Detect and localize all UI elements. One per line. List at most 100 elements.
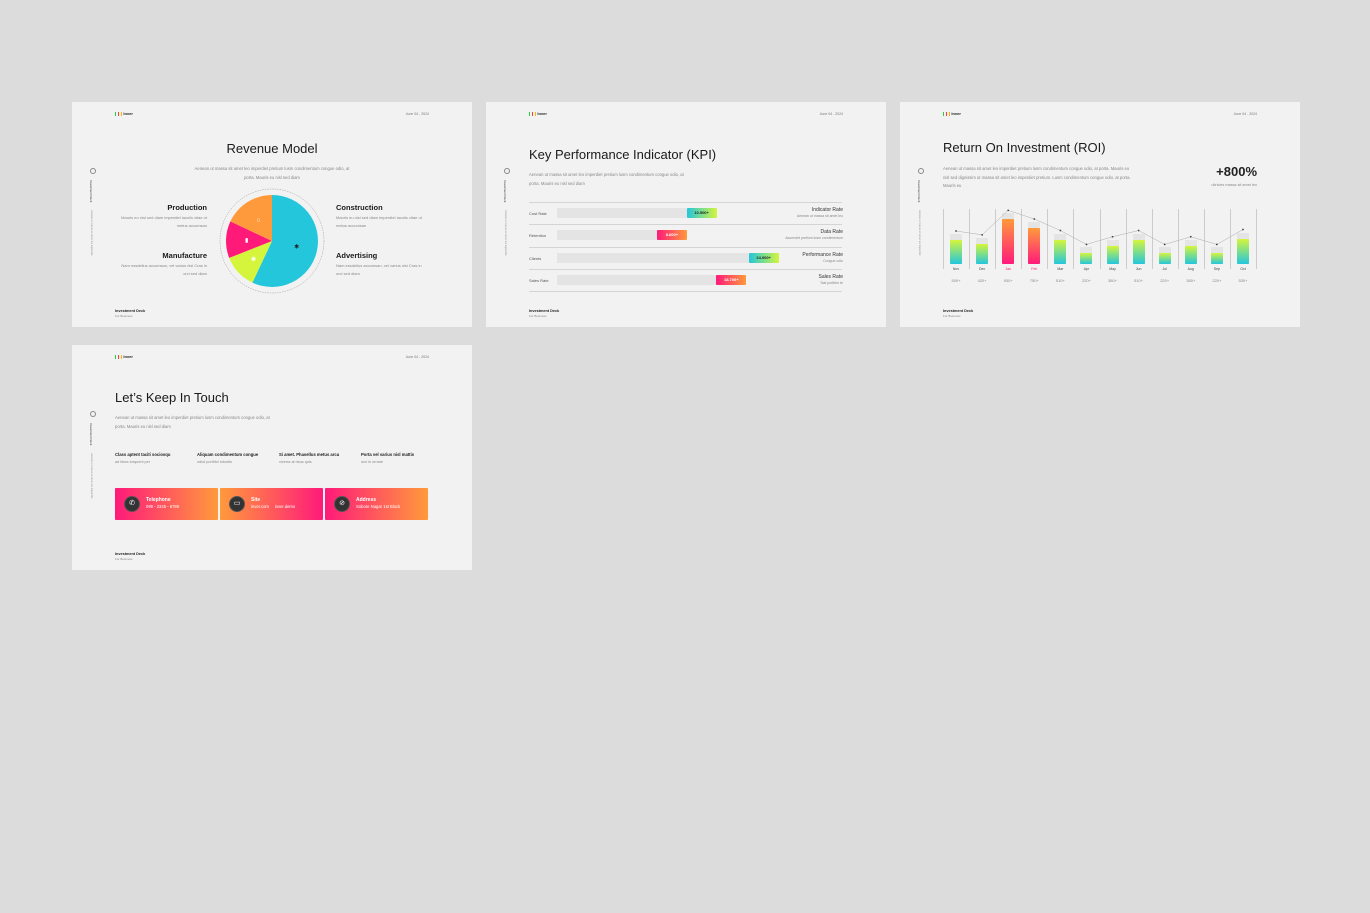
value-label: 530+	[1238, 278, 1248, 283]
info-title: Aliquam condimentum congue	[197, 452, 259, 457]
trend-point	[1085, 243, 1088, 246]
bar-dec	[976, 243, 989, 264]
chart-gridline	[995, 209, 996, 269]
chart-gridline	[1203, 209, 1205, 269]
value-label: 220+	[1160, 278, 1170, 283]
value-label: 380+	[1108, 278, 1118, 283]
card-title: Address	[356, 497, 377, 503]
chart-gridline	[1099, 209, 1101, 269]
logo-mark	[115, 111, 117, 116]
card-text: Sobore Nagar 1st Block	[356, 504, 401, 509]
info-text: ad litora torquent per	[115, 460, 151, 464]
value-label: 220+	[1081, 278, 1091, 283]
kpi-value-badge: 10.500+	[686, 208, 717, 218]
trend-point	[1215, 243, 1218, 246]
pie-slice-manufacture[interactable]	[229, 241, 272, 283]
value-label: 510+	[1134, 278, 1144, 283]
bar-feb	[1028, 228, 1041, 264]
logo-mark	[120, 354, 122, 359]
footer-title: Investment Deck	[529, 309, 560, 313]
bar-apr	[1080, 253, 1093, 264]
trend-point	[1111, 235, 1114, 238]
item-text: Mauris eu nisl sed diam imperdiet iaculi…	[121, 215, 207, 228]
month-label: Feb	[1031, 267, 1038, 271]
value-label: 930+	[1003, 278, 1013, 283]
contact-card-telephone[interactable]: ✆ Telephone 099 - 2345 - 6789	[115, 488, 218, 520]
pie-slice-production[interactable]	[230, 195, 272, 241]
slide-keep-in-touch[interactable]: Inver June 04 - 2024 Investment Deck Aenean…	[72, 345, 472, 570]
info-column: Si amet. Phasellus metus arcu viverra at …	[279, 452, 339, 464]
kpi-label: Clients	[529, 255, 542, 261]
logo-mark	[531, 111, 533, 116]
month-label: Sep	[1213, 267, 1220, 271]
logo-mark	[945, 111, 947, 116]
logo-mark	[943, 111, 945, 116]
date-label: June 04 - 2024	[819, 112, 843, 116]
month-label: Nov	[952, 267, 960, 271]
logo-mark	[117, 111, 119, 116]
kpi-desc: Tasl porttitor te	[820, 280, 843, 285]
trend-point	[1007, 209, 1010, 212]
menu-circle-icon	[918, 168, 924, 174]
slide-subtitle: Aenean ut massa sit amet leo imperdiet p…	[115, 415, 270, 429]
kpi-description: Sales Rate Tasl porttitor te	[819, 274, 843, 285]
value-label: 380+	[1186, 278, 1196, 283]
item-text: Nam essdellus accumsan, vel varius nisi …	[336, 263, 422, 276]
roi-trend-line	[955, 209, 1244, 246]
trend-point	[1033, 218, 1036, 220]
slide-subtitle: Aenean ut massa sit amet leo imperdiet p…	[529, 172, 684, 186]
pie-slice-construction[interactable]	[225, 221, 272, 258]
card-text: 099 - 2345 - 6789	[146, 504, 180, 509]
slide-revenue-model[interactable]: Inver June 04 - 2024 Investment Deck Aenean…	[72, 102, 472, 327]
slide-title: Return On Investment (ROI)	[943, 140, 1106, 155]
footer-title: Investment Deck	[115, 309, 146, 313]
month-label: Oct	[1240, 267, 1246, 271]
contact-card-site[interactable]: ▭ Site inver.com inver.demo	[220, 488, 323, 520]
footer-subtitle: For Business	[115, 557, 133, 561]
kpi-bar-track	[557, 252, 749, 263]
logo-text: Inver	[951, 111, 961, 116]
sidebar-subtitle: Aenean ut massa sit amet leo imperdiet	[90, 453, 93, 499]
logo-text: Inver	[537, 111, 547, 116]
trend-point	[1242, 228, 1244, 231]
bar-jul	[1158, 253, 1171, 264]
item-title: Manufacture	[162, 251, 207, 260]
footer-subtitle: For Business	[115, 314, 133, 318]
kpi-description: Data Rate Asuendet pretium lusm condiment…	[785, 229, 843, 240]
chart-gridline	[1021, 209, 1022, 269]
trend-point	[1137, 229, 1140, 232]
revenue-item-construction: Construction Mauris eu nisl sed diam impe…	[336, 203, 426, 230]
slide-roi[interactable]: Inver June 04 - 2024 Investment Deck Aenean…	[900, 102, 1300, 327]
info-title: Si amet. Phasellus metus arcu	[279, 452, 340, 457]
big-value: +800%	[1216, 164, 1257, 179]
chart-gridline	[1047, 209, 1049, 269]
logo: Inver	[529, 111, 547, 116]
month-label: Mar	[1057, 267, 1064, 271]
month-label: Jul	[1162, 267, 1167, 271]
helmet-icon: ⌂	[257, 218, 261, 224]
month-label: Jun	[1135, 267, 1142, 271]
pie-slice-advertising[interactable]	[252, 195, 319, 287]
footer-subtitle: For Business	[943, 314, 961, 318]
phone-icon: ✆	[124, 496, 140, 512]
chart-gridline	[1073, 209, 1075, 269]
item-text: Nam essdellus accumsan, vel varius nisi …	[121, 263, 207, 276]
slide-subtitle: Aenean ut massa sit amet leo imperdiet p…	[943, 166, 1131, 188]
value-label: 220+	[1212, 278, 1222, 283]
bar-sep	[1210, 253, 1223, 264]
kpi-bar-track	[557, 208, 687, 218]
month-label: May	[1109, 267, 1116, 271]
trend-point	[1163, 243, 1166, 246]
date-label: June 04 - 2024	[405, 355, 429, 359]
menu-circle-icon	[504, 168, 510, 174]
divider	[529, 224, 842, 225]
slide-kpi[interactable]: Inver June 04 - 2024 Investment Deck Aenean…	[486, 102, 886, 327]
kpi-value-badge: 18.700+	[716, 274, 747, 285]
kpi-label: Retention	[529, 233, 547, 239]
logo-mark	[120, 111, 122, 116]
sidebar-subtitle: Aenean ut massa sit amet leo imperdiet	[504, 210, 507, 256]
contact-card-address[interactable]: ⊘ Address Sobore Nagar 1st Block	[325, 488, 428, 520]
divider	[529, 202, 842, 203]
bar-may	[1106, 245, 1119, 264]
hammer-icon: ▮	[245, 238, 248, 244]
